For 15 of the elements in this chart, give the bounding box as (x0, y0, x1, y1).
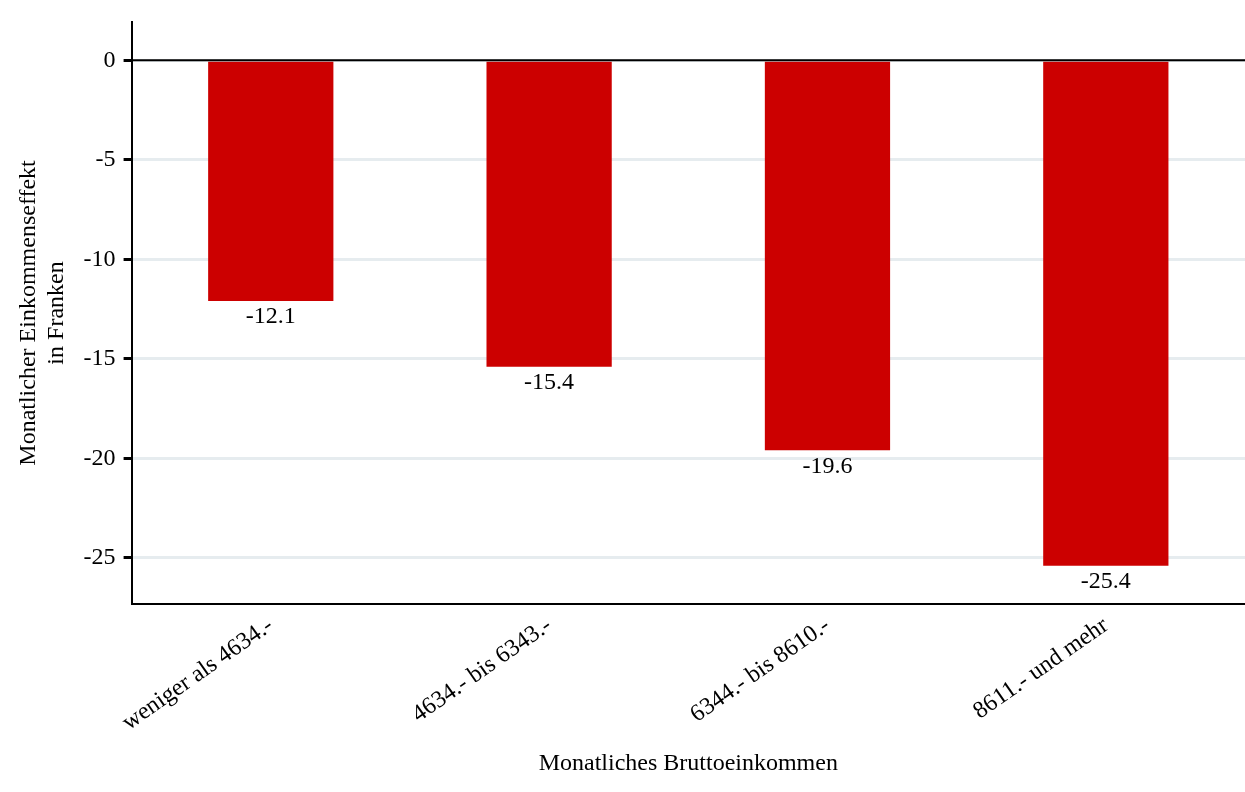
data-label: -12.1 (245, 302, 296, 329)
y-tick-label: -25 (83, 543, 116, 570)
x-tick-label: 4634.- bis 6343.- (406, 611, 556, 727)
y-tick-label: -5 (95, 145, 116, 172)
x-axis-title: Monatliches Bruttoeinkommen (538, 748, 838, 775)
y-axis-title: Monatlicher Einkommenseffekt in Franken (13, 159, 69, 466)
y-tick-label: -20 (83, 443, 116, 470)
x-tick-label: 8611.- und mehr (967, 611, 1113, 724)
data-label: -25.4 (1080, 567, 1131, 594)
data-label: -15.4 (524, 368, 575, 394)
y-tick-label: 0 (103, 45, 116, 72)
x-tick-label: 6344.- bis 8610.- (684, 611, 834, 727)
data-label: -19.6 (802, 451, 853, 478)
y-tick-label: -10 (83, 244, 116, 271)
y-tick-label: -15 (83, 344, 116, 371)
